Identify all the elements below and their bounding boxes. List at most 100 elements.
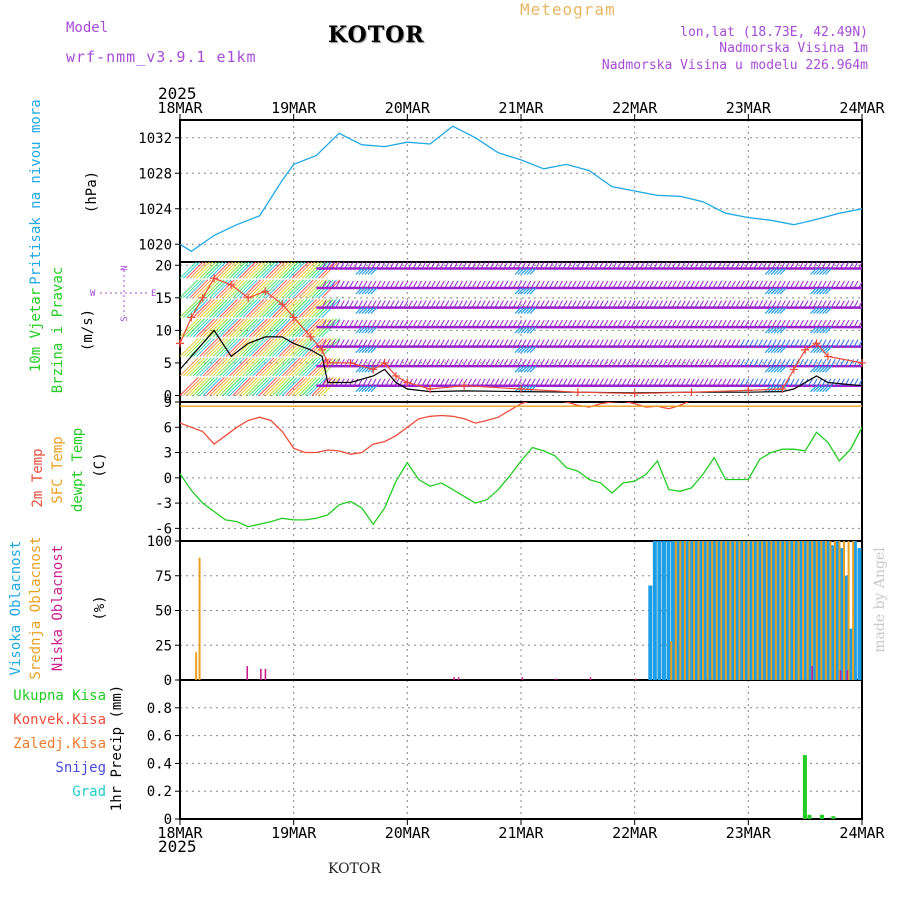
wind-barb-blue (825, 365, 832, 373)
wind-barb (667, 358, 673, 367)
cloud-bar-1 (779, 541, 782, 680)
wind-barb (730, 358, 736, 367)
wind-barb (835, 300, 841, 308)
cloud-bar-1 (756, 541, 759, 680)
wind-barb (367, 378, 372, 386)
cloud-bar-1 (829, 541, 832, 680)
wind-barb (835, 378, 841, 386)
wind-barb (680, 378, 686, 386)
wind-barb-blue (361, 326, 369, 334)
wind-barb-rainbow (186, 377, 205, 396)
wind-barb-blue (370, 385, 378, 393)
cloud-bar-0 (748, 541, 753, 680)
wind-barb-rainbow (278, 279, 298, 299)
wind-barb-rainbow (212, 357, 232, 377)
wind-barb (539, 358, 545, 367)
wind-barb (676, 262, 682, 269)
wind-barb (521, 358, 527, 367)
wind-barb-blue (517, 268, 525, 275)
wind-barb-rainbow (242, 377, 262, 396)
wind-barb-rainbow (196, 377, 215, 396)
wind-barb (562, 300, 568, 308)
wind-barb (448, 300, 454, 308)
cloud-bar-1 (697, 541, 700, 680)
wind-barb (585, 339, 591, 347)
wind-barb (617, 339, 623, 347)
wind-barb (398, 280, 404, 289)
wind-barb (535, 280, 541, 289)
wind-barb (703, 378, 709, 386)
wind-barb-rainbow (209, 318, 229, 338)
wind-barb (580, 339, 586, 347)
wind-barb-rainbow (245, 318, 265, 338)
wind-barb (730, 378, 736, 386)
year-top: 2025 (158, 84, 197, 103)
wind-barb (667, 378, 673, 386)
wind-barb (617, 280, 623, 289)
wind-gust-marker (244, 293, 253, 302)
x-label-top: 19MAR (271, 99, 317, 117)
wind-gust-line (179, 277, 863, 395)
cloud-bar-1 (733, 541, 736, 680)
wind-barb (703, 262, 709, 269)
wind-barb (649, 300, 654, 308)
wind-barb-rainbow (222, 318, 242, 338)
x-label-top: 18MAR (157, 99, 203, 117)
wind-barb (808, 339, 814, 347)
cloud-bar-1 (706, 541, 709, 680)
cloud-bar-0 (711, 541, 716, 680)
wind-barb (608, 358, 613, 367)
wind-barb-rainbow (265, 279, 285, 299)
wind-barb (476, 339, 482, 347)
wind-barb (844, 300, 850, 308)
wind-barb-rainbow (248, 262, 267, 279)
wind-gust-marker (778, 384, 787, 393)
y-tick-label: 6 (164, 420, 172, 436)
wind-barb-rainbow (252, 298, 271, 318)
wind-barb-rainbow (272, 357, 291, 377)
wind-barb (417, 358, 422, 367)
wind-barb (408, 300, 413, 308)
wind-barb (744, 339, 750, 347)
wind-barb (580, 378, 586, 386)
wind-barb (739, 300, 745, 308)
wind-barb-blue (767, 346, 775, 354)
wind-barb (344, 339, 350, 347)
cloud-bar-0 (689, 541, 694, 680)
cloud-bar-0 (648, 585, 653, 680)
wind-barb-rainbow (219, 318, 238, 338)
wind-barb-rainbow (272, 279, 291, 299)
wind-barb-rainbow (268, 338, 288, 357)
wind-barb-rainbow (301, 279, 321, 299)
wind-barb (662, 280, 668, 289)
wind-barb-rainbow (268, 318, 288, 338)
wind-barb (699, 339, 704, 347)
wind-barb-blue (520, 307, 528, 315)
wind-barb-rainbow (242, 318, 262, 338)
wind-barb-rainbow (199, 262, 217, 279)
wind-gust-marker (380, 358, 389, 367)
wind-barb (739, 280, 745, 289)
y-tick-label: 0 (164, 673, 172, 689)
wind-barb-rainbow (278, 298, 298, 318)
wind-barb (444, 319, 450, 328)
wind-barb-rainbow (212, 262, 230, 279)
wind-barb (476, 378, 482, 386)
wind-barb (335, 280, 341, 289)
cloud-bar-0 (789, 541, 794, 680)
wind-barb-blue (770, 346, 778, 354)
wind-barb (335, 300, 341, 308)
wind-barb-blue (367, 307, 375, 315)
wind-barb-rainbow (291, 357, 311, 377)
cloud-bar-1 (679, 541, 682, 680)
wind-barb (649, 339, 654, 347)
wind-barb (644, 262, 650, 269)
wind-barb (535, 378, 541, 386)
wind-barb (376, 300, 382, 308)
wind-barb (585, 280, 591, 289)
wind-barb (439, 319, 445, 328)
wind-barb (544, 319, 550, 328)
cloud-bar-0 (834, 541, 839, 680)
wind-barb (644, 319, 650, 328)
wind-barb (439, 378, 445, 386)
